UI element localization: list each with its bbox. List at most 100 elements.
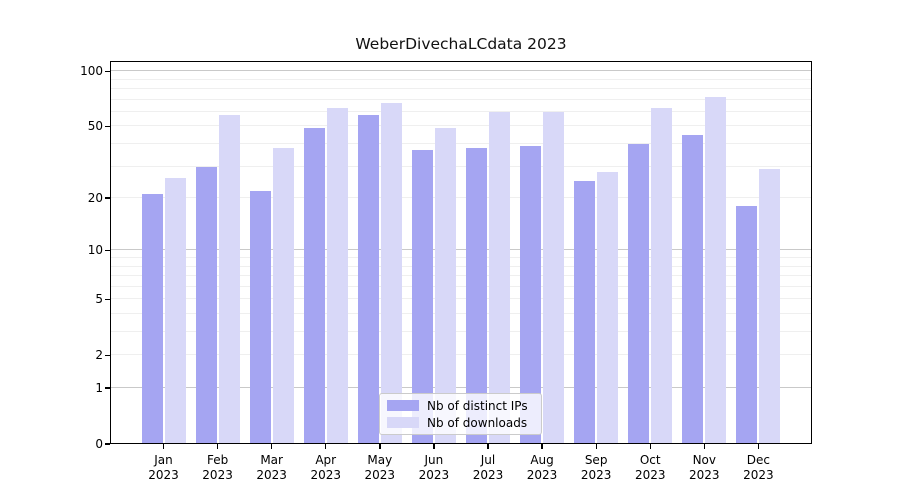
y-tick-label: 2 xyxy=(95,348,103,363)
x-tick-mark xyxy=(162,444,165,449)
bar-distinct-ips xyxy=(249,190,271,444)
x-tick-label-month: Feb xyxy=(206,453,229,467)
x-tick-label-year: 2023 xyxy=(364,468,396,482)
x-tick-label: Dec 2023 xyxy=(728,453,788,483)
legend-label-downloads: Nb of downloads xyxy=(427,415,528,430)
bar-distinct-ips xyxy=(411,150,433,444)
x-tick-label: Oct 2023 xyxy=(620,453,680,483)
bar-downloads xyxy=(597,172,619,444)
bar-downloads xyxy=(434,128,456,444)
grid-line xyxy=(110,98,812,100)
x-tick-label-month: Jul xyxy=(480,453,496,467)
x-tick-mark xyxy=(541,444,543,449)
legend-label-distinct-ips: Nb of distinct IPs xyxy=(427,398,528,413)
legend-swatch-downloads xyxy=(387,417,419,428)
x-tick-label-month: Nov xyxy=(692,453,716,467)
x-tick-mark xyxy=(325,444,327,449)
x-tick-label-year: 2023 xyxy=(689,468,720,482)
x-tick-label: Feb 2023 xyxy=(188,453,248,483)
grid-line xyxy=(110,143,812,145)
y-tick-mark xyxy=(105,387,110,389)
y-tick-mark xyxy=(105,70,110,72)
bar-downloads xyxy=(651,108,673,444)
y-tick-label: 1 xyxy=(95,381,103,395)
bar-distinct-ips xyxy=(357,114,379,444)
bar-distinct-ips xyxy=(736,206,758,444)
x-tick-label-year: 2023 xyxy=(472,468,504,482)
grid-line xyxy=(110,257,812,258)
grid-line xyxy=(110,110,812,112)
bar-distinct-ips xyxy=(682,134,704,444)
x-tick-label: Jun 2023 xyxy=(404,453,464,483)
grid-line xyxy=(110,275,812,277)
grid-line xyxy=(110,78,812,80)
y-tick-label: 5 xyxy=(95,292,103,307)
grid-line-major xyxy=(110,249,812,251)
x-tick-label-year: 2023 xyxy=(310,468,341,482)
grid-line xyxy=(110,197,812,199)
grid-line xyxy=(110,285,812,287)
y-tick-mark xyxy=(105,354,110,356)
bar-distinct-ips xyxy=(141,194,163,444)
x-tick-label: Mar 2023 xyxy=(242,453,302,483)
y-tick-mark xyxy=(105,125,110,128)
grid-line xyxy=(110,125,812,127)
y-tick-label: 10 xyxy=(87,243,103,258)
x-tick-label-month: May xyxy=(367,453,393,467)
x-tick-label-month: Aug xyxy=(530,453,554,467)
bar-downloads xyxy=(543,111,565,444)
x-tick-label: Nov 2023 xyxy=(674,453,734,483)
x-tick-label: Apr 2023 xyxy=(296,453,356,483)
y-tick-mark xyxy=(105,443,110,445)
x-tick-label: May 2023 xyxy=(350,453,410,483)
bar-downloads xyxy=(164,177,186,444)
y-tick-label: 0 xyxy=(95,437,103,451)
bar-distinct-ips xyxy=(574,180,596,444)
grid-line xyxy=(110,298,812,300)
legend-item-distinct-ips: Nb of distinct IPs xyxy=(387,399,534,413)
x-tick-label-year: 2023 xyxy=(418,468,450,482)
chart-title: WeberDivechaLCdata 2023 xyxy=(355,35,567,53)
x-tick-mark xyxy=(216,444,219,449)
bar-downloads xyxy=(272,148,294,444)
y-tick-label: 20 xyxy=(87,191,103,206)
x-tick-label-month: Jan xyxy=(154,453,173,467)
x-tick-label-year: 2023 xyxy=(202,468,233,482)
x-tick-mark xyxy=(487,444,489,449)
x-tick-label-year: 2023 xyxy=(148,468,179,482)
grid-line xyxy=(110,88,812,90)
x-tick-label-year: 2023 xyxy=(526,468,558,482)
x-tick-mark xyxy=(649,444,651,449)
x-tick-label-year: 2023 xyxy=(634,468,666,482)
x-tick-label: Jul 2023 xyxy=(458,453,518,483)
legend: Nb of distinct IPs Nb of downloads xyxy=(379,393,542,435)
y-tick-label: 50 xyxy=(87,119,103,134)
grid-line xyxy=(110,331,812,333)
bar-downloads xyxy=(705,97,727,444)
y-tick-mark xyxy=(105,298,110,300)
bar-downloads xyxy=(326,108,348,444)
bar-distinct-ips xyxy=(465,148,487,444)
grid-line-major xyxy=(110,387,812,389)
legend-swatch-distinct-ips xyxy=(387,400,419,411)
x-tick-label-year: 2023 xyxy=(256,468,287,482)
grid-line xyxy=(110,165,812,167)
grid-line xyxy=(110,354,812,356)
x-tick-label-month: Sep xyxy=(584,453,608,467)
bar-downloads xyxy=(488,111,510,444)
bar-downloads xyxy=(380,103,402,444)
x-tick-label-month: Apr xyxy=(315,453,337,467)
y-tick-mark xyxy=(105,197,110,199)
x-tick-mark xyxy=(379,444,381,449)
x-tick-label: Sep 2023 xyxy=(566,453,626,483)
bar-distinct-ips xyxy=(628,144,650,444)
bar-distinct-ips xyxy=(520,146,542,444)
x-tick-label-month: Dec xyxy=(746,453,770,467)
y-tick-label: 100 xyxy=(80,64,103,79)
legend-item-downloads: Nb of downloads xyxy=(387,416,534,430)
x-tick-mark xyxy=(757,444,760,449)
y-tick-mark xyxy=(105,249,110,251)
bar-distinct-ips xyxy=(195,166,217,444)
bar-distinct-ips xyxy=(303,128,325,444)
